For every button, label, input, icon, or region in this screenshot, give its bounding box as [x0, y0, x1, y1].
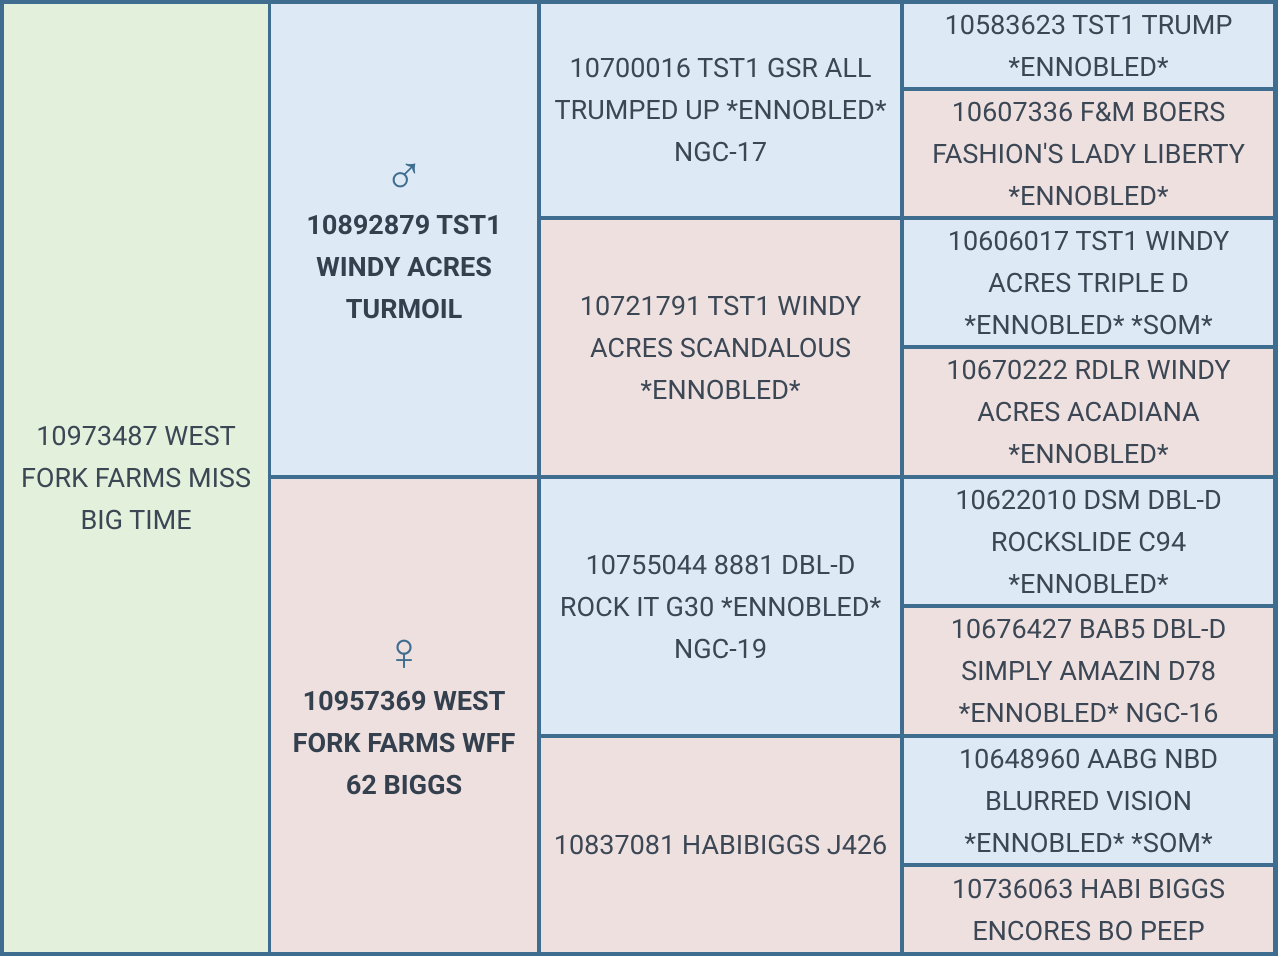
animal-name: 10736063 HABI BIGGS ENCORES BO PEEP	[951, 872, 1226, 947]
animal-name: 10606017 TST1 WINDY ACRES TRIPLE D *ENNO…	[947, 224, 1230, 341]
animal-name: 10583623 TST1 TRUMP *ENNOBLED*	[944, 8, 1233, 83]
animal-name: 10973487 WEST FORK FARMS MISS BIG TIME	[21, 420, 251, 536]
pedigree-cell: 10755044 8881 DBL-D ROCK IT G30 *ENNOBLE…	[541, 479, 900, 734]
male-icon: ♂	[383, 144, 425, 208]
pedigree-cell: 10607336 F&M BOERS FASHION'S LADY LIBERT…	[904, 91, 1273, 216]
pedigree-cell: 10648960 AABG NBD BLURRED VISION *ENNOBL…	[904, 738, 1273, 863]
female-icon: ♀	[383, 620, 425, 684]
animal-name: 10670222 RDLR WINDY ACRES ACADIANA *ENNO…	[946, 354, 1231, 470]
animal-name: 10721791 TST1 WINDY ACRES SCANDALOUS *EN…	[579, 289, 862, 406]
animal-name: 10648960 AABG NBD BLURRED VISION *ENNOBL…	[958, 742, 1219, 859]
animal-name: 10700016 TST1 GSR ALL TRUMPED UP *ENNOBL…	[554, 52, 887, 168]
pedigree-cell: 10676427 BAB5 DBL-D SIMPLY AMAZIN D78 *E…	[904, 608, 1273, 734]
pedigree-cell: 10606017 TST1 WINDY ACRES TRIPLE D *ENNO…	[904, 220, 1273, 345]
pedigree-cell: 10837081 HABIBIGGS J426	[541, 738, 900, 952]
animal-name: 10607336 F&M BOERS FASHION'S LADY LIBERT…	[932, 95, 1245, 212]
pedigree-cell: 10700016 TST1 GSR ALL TRUMPED UP *ENNOBL…	[541, 4, 900, 216]
animal-name: 10837081 HABIBIGGS J426	[553, 829, 888, 861]
pedigree-cell: 10583623 TST1 TRUMP *ENNOBLED*	[904, 4, 1273, 87]
animal-name: 10755044 8881 DBL-D ROCK IT G30 *ENNOBLE…	[559, 548, 882, 665]
pedigree-cell: ♂ 10892879 TST1 WINDY ACRES TURMOIL	[271, 4, 537, 475]
animal-name: 10676427 BAB5 DBL-D SIMPLY AMAZIN D78 *E…	[950, 613, 1227, 729]
pedigree-cell: ♀ 10957369 WEST FORK FARMS WFF 62 BIGGS	[271, 479, 537, 952]
pedigree-cell: 10622010 DSM DBL-D ROCKSLIDE C94 *ENNOBL…	[904, 479, 1273, 604]
animal-name: 10892879 TST1 WINDY ACRES TURMOIL	[306, 208, 502, 325]
pedigree-cell: 10736063 HABI BIGGS ENCORES BO PEEP	[904, 867, 1273, 952]
animal-name: 10957369 WEST FORK FARMS WFF 62 BIGGS	[292, 684, 516, 801]
pedigree-cell: 10721791 TST1 WINDY ACRES SCANDALOUS *EN…	[541, 220, 900, 475]
pedigree-cell: 10973487 WEST FORK FARMS MISS BIG TIME	[4, 4, 268, 952]
pedigree-cell: 10670222 RDLR WINDY ACRES ACADIANA *ENNO…	[904, 349, 1273, 475]
animal-name: 10622010 DSM DBL-D ROCKSLIDE C94 *ENNOBL…	[955, 483, 1222, 600]
